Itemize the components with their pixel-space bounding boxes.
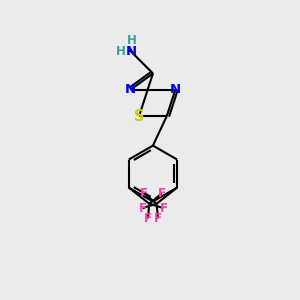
Text: F: F <box>140 187 148 200</box>
Text: N: N <box>125 83 136 96</box>
Text: H: H <box>127 34 136 47</box>
Text: F: F <box>154 212 162 225</box>
Text: F: F <box>144 212 152 225</box>
Text: F: F <box>158 187 166 200</box>
Text: N: N <box>126 45 137 58</box>
Text: S: S <box>134 109 144 124</box>
Text: F: F <box>138 202 146 215</box>
Text: N: N <box>170 83 181 96</box>
Text: F: F <box>160 202 167 215</box>
Text: H: H <box>116 45 125 58</box>
